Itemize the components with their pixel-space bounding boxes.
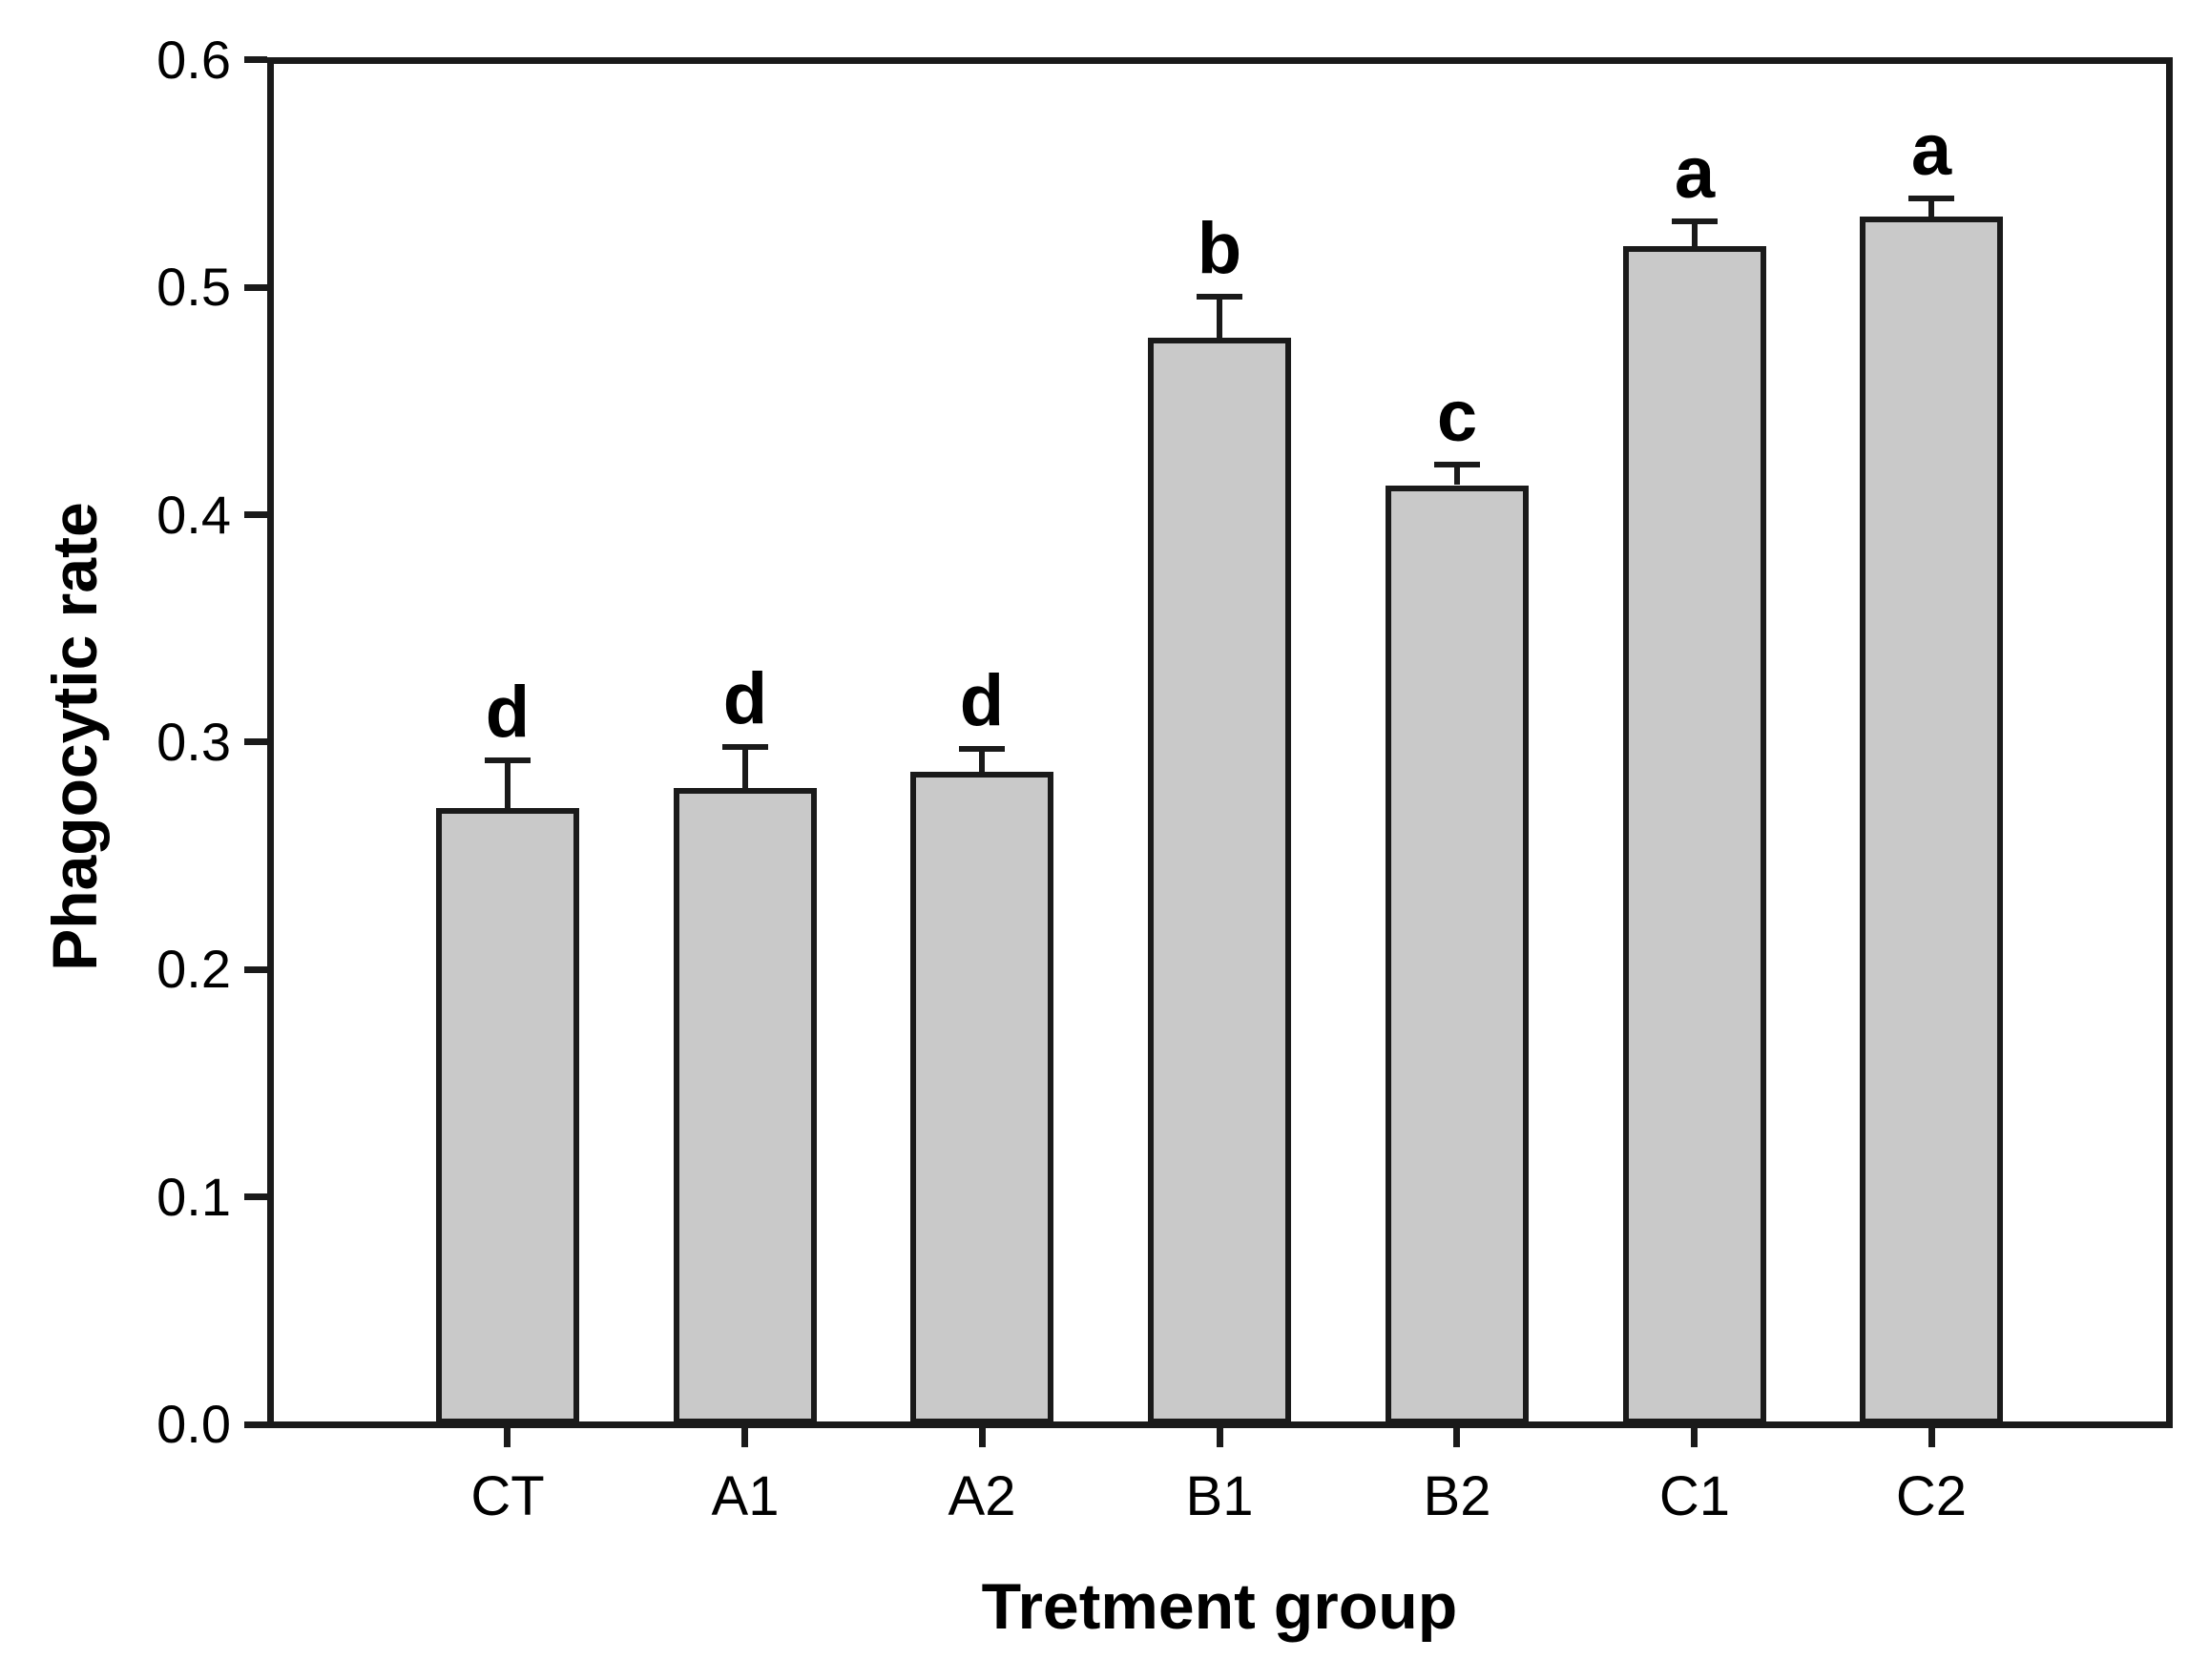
significance-letter-C1: a bbox=[1674, 133, 1716, 214]
y-tick-mark bbox=[244, 1421, 267, 1428]
error-bar-cap-C2 bbox=[1908, 196, 1954, 201]
x-axis-title: Tretment group bbox=[981, 1570, 1458, 1643]
bar-A2 bbox=[910, 772, 1053, 1424]
error-bar-cap-A1 bbox=[722, 744, 768, 750]
x-category-label: C2 bbox=[1895, 1465, 1968, 1527]
bar-C1 bbox=[1623, 246, 1766, 1424]
x-category-label: CT bbox=[470, 1465, 545, 1527]
y-tick-label: 0.0 bbox=[156, 1394, 231, 1454]
y-tick-label: 0.3 bbox=[156, 712, 231, 772]
x-category-label: A1 bbox=[711, 1465, 780, 1527]
x-category-label: C1 bbox=[1658, 1465, 1731, 1527]
x-tick-mark bbox=[1453, 1428, 1460, 1447]
y-tick-mark bbox=[244, 1193, 267, 1200]
y-axis-title: Phagocytic rate bbox=[39, 502, 110, 971]
error-bar-A2 bbox=[979, 749, 985, 772]
significance-letter-B1: b bbox=[1197, 208, 1242, 289]
significance-letter-B2: c bbox=[1436, 376, 1478, 457]
error-bar-C1 bbox=[1692, 221, 1698, 246]
x-category-label: A2 bbox=[948, 1465, 1016, 1527]
error-bar-cap-C1 bbox=[1672, 218, 1718, 224]
error-bar-CT bbox=[505, 760, 511, 808]
y-tick-mark bbox=[244, 966, 267, 973]
y-tick-label: 0.4 bbox=[156, 485, 231, 545]
significance-letter-A2: d bbox=[959, 660, 1005, 741]
x-tick-mark bbox=[504, 1428, 511, 1447]
error-bar-cap-B1 bbox=[1197, 294, 1242, 300]
error-bar-B1 bbox=[1217, 297, 1222, 338]
error-bar-C2 bbox=[1928, 198, 1934, 217]
bar-B1 bbox=[1148, 338, 1291, 1424]
error-bar-A1 bbox=[742, 747, 748, 788]
error-bar-cap-CT bbox=[485, 757, 531, 763]
x-tick-mark bbox=[741, 1428, 748, 1447]
plot-area-frame bbox=[267, 57, 2173, 1428]
bar-CT bbox=[436, 808, 579, 1424]
y-tick-mark bbox=[244, 511, 267, 518]
y-tick-label: 0.5 bbox=[156, 257, 231, 317]
x-tick-mark bbox=[979, 1428, 986, 1447]
bar-A1 bbox=[674, 788, 817, 1424]
x-tick-mark bbox=[1217, 1428, 1223, 1447]
y-tick-mark bbox=[244, 56, 267, 63]
y-tick-label: 0.2 bbox=[156, 939, 231, 999]
x-tick-mark bbox=[1691, 1428, 1698, 1447]
y-tick-mark bbox=[244, 284, 267, 291]
bar-C2 bbox=[1860, 217, 2003, 1424]
bar-B2 bbox=[1386, 486, 1529, 1424]
error-bar-B2 bbox=[1454, 465, 1460, 485]
x-category-label: B1 bbox=[1185, 1465, 1254, 1527]
significance-letter-A1: d bbox=[722, 658, 768, 739]
significance-letter-CT: d bbox=[485, 672, 531, 753]
error-bar-cap-B2 bbox=[1434, 462, 1480, 467]
y-tick-label: 0.1 bbox=[156, 1167, 231, 1227]
x-tick-mark bbox=[1928, 1428, 1935, 1447]
x-category-label: B2 bbox=[1423, 1465, 1491, 1527]
significance-letter-C2: a bbox=[1910, 110, 1952, 191]
y-tick-mark bbox=[244, 738, 267, 745]
y-tick-label: 0.6 bbox=[156, 30, 231, 90]
error-bar-cap-A2 bbox=[959, 746, 1005, 752]
